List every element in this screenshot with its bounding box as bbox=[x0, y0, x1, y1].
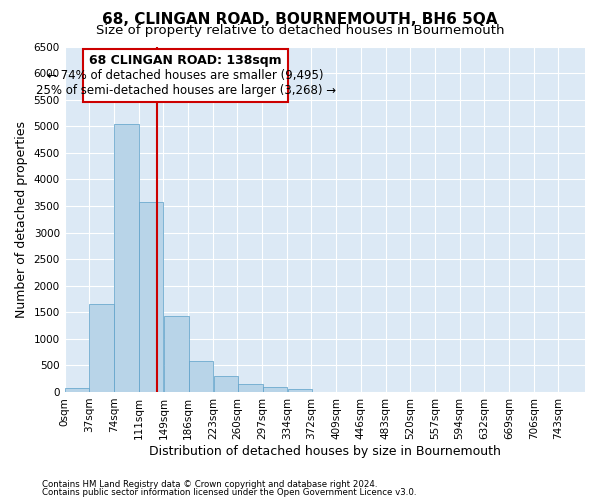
Text: Contains HM Land Registry data © Crown copyright and database right 2024.: Contains HM Land Registry data © Crown c… bbox=[42, 480, 377, 489]
Bar bbox=[139, 202, 163, 392]
Text: 68, CLINGAN ROAD, BOURNEMOUTH, BH6 5QA: 68, CLINGAN ROAD, BOURNEMOUTH, BH6 5QA bbox=[102, 12, 498, 28]
FancyBboxPatch shape bbox=[83, 48, 288, 102]
Text: ← 74% of detached houses are smaller (9,495): ← 74% of detached houses are smaller (9,… bbox=[47, 68, 324, 82]
Bar bbox=[214, 376, 238, 392]
Bar bbox=[114, 124, 139, 392]
Text: Contains public sector information licensed under the Open Government Licence v3: Contains public sector information licen… bbox=[42, 488, 416, 497]
Bar bbox=[65, 388, 89, 392]
Text: 68 CLINGAN ROAD: 138sqm: 68 CLINGAN ROAD: 138sqm bbox=[89, 54, 282, 67]
Text: Size of property relative to detached houses in Bournemouth: Size of property relative to detached ho… bbox=[96, 24, 504, 37]
Text: 25% of semi-detached houses are larger (3,268) →: 25% of semi-detached houses are larger (… bbox=[35, 84, 336, 96]
Bar bbox=[164, 316, 188, 392]
Bar bbox=[287, 390, 312, 392]
Bar bbox=[263, 386, 287, 392]
Bar bbox=[89, 304, 114, 392]
X-axis label: Distribution of detached houses by size in Bournemouth: Distribution of detached houses by size … bbox=[149, 444, 501, 458]
Bar bbox=[189, 362, 214, 392]
Y-axis label: Number of detached properties: Number of detached properties bbox=[15, 120, 28, 318]
Bar bbox=[238, 384, 263, 392]
